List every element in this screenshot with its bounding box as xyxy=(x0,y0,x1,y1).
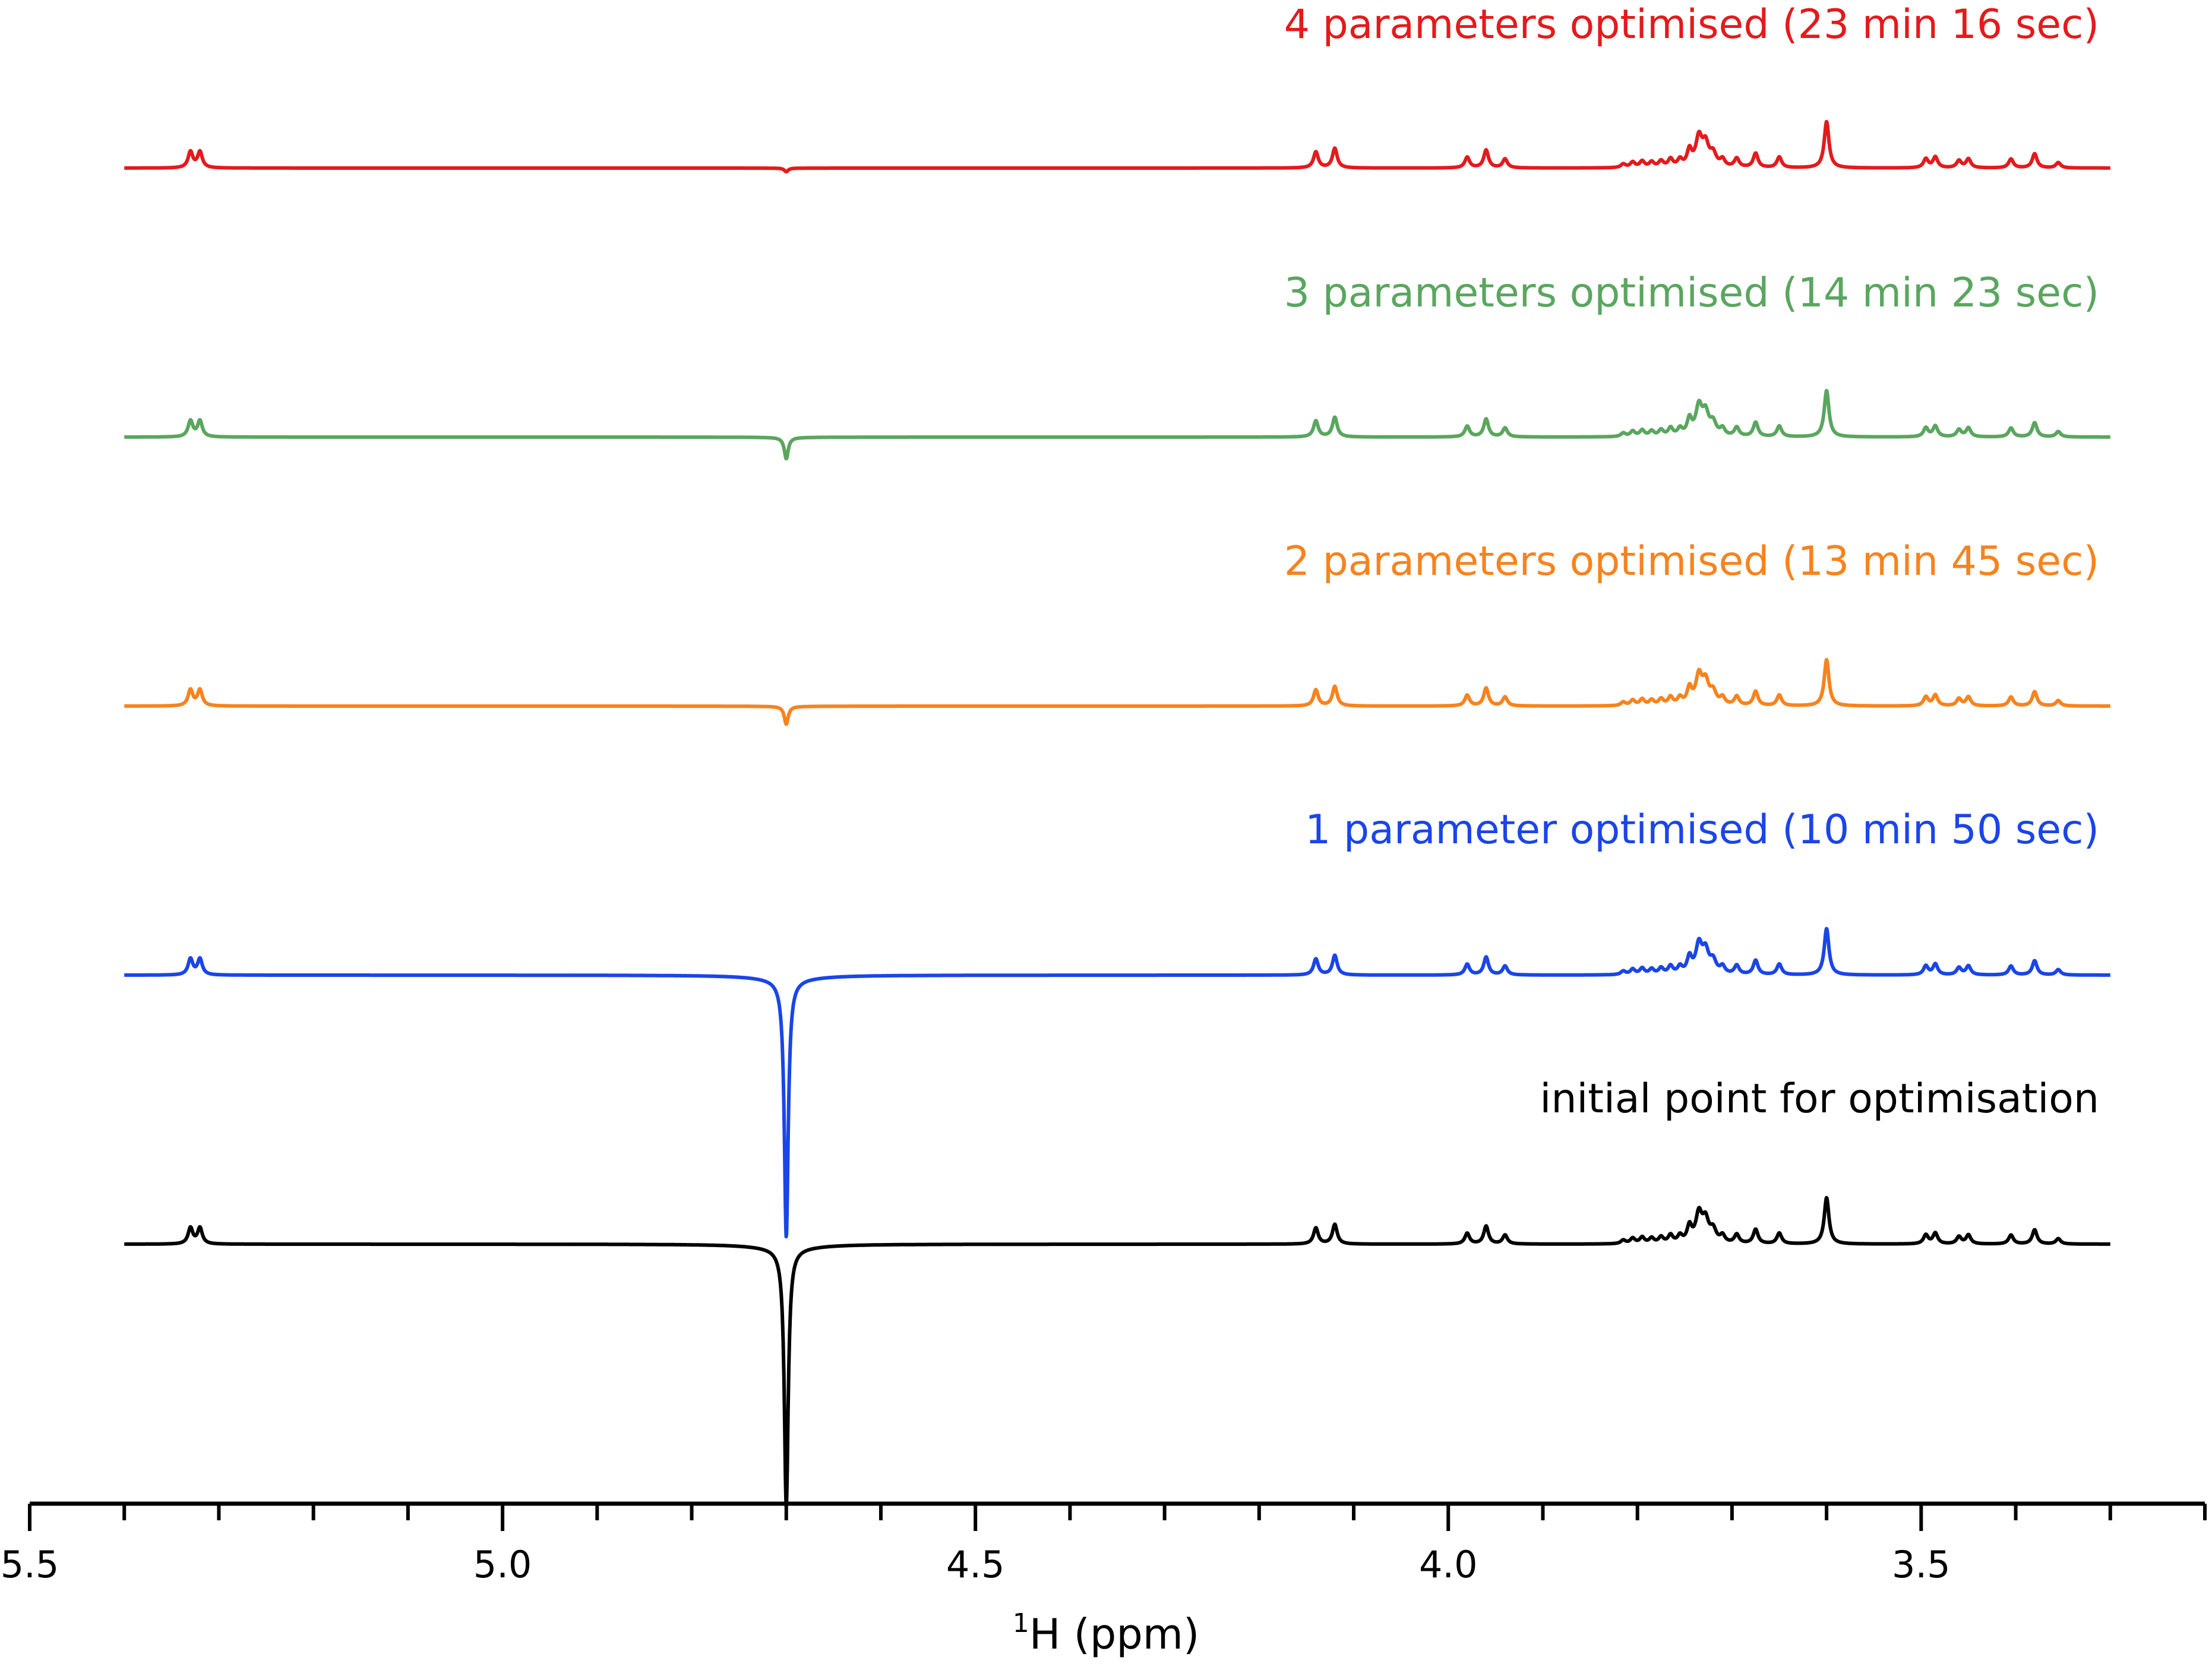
series-line-4 xyxy=(122,1195,2112,1508)
series-label-2: 2 parameters optimised (13 min 45 sec) xyxy=(1284,538,2099,585)
x-axis-label-superscript: 1 xyxy=(1012,1608,1029,1638)
x-axis-label-text: H (ppm) xyxy=(1029,1610,1200,1659)
series-label-3: 1 parameter optimised (10 min 50 sec) xyxy=(1305,806,2099,853)
x-tick-label-4: 3.5 xyxy=(1892,1543,1951,1586)
x-tick-label-2: 4.5 xyxy=(946,1543,1005,1586)
series-line-3 xyxy=(122,926,2112,1239)
x-tick-label-3: 4.0 xyxy=(1419,1543,1478,1586)
x-axis: 5.5 5.0 4.5 4.0 3.5 xyxy=(1,1501,2207,1586)
series-label-0: 4 parameters optimised (23 min 16 sec) xyxy=(1284,1,2099,48)
x-axis-label: 1H (ppm) xyxy=(0,1608,2212,1656)
series-label-1: 3 parameters optimised (14 min 23 sec) xyxy=(1284,270,2099,317)
x-tick-label-0: 5.5 xyxy=(1,1543,59,1586)
series-line-1 xyxy=(122,388,2112,461)
series-label-4: initial point for optimisation xyxy=(1540,1076,2099,1122)
spectrum-traces xyxy=(122,119,2112,1508)
series-line-2 xyxy=(122,657,2112,726)
x-tick-label-1: 5.0 xyxy=(473,1543,532,1586)
series-line-0 xyxy=(122,119,2112,174)
